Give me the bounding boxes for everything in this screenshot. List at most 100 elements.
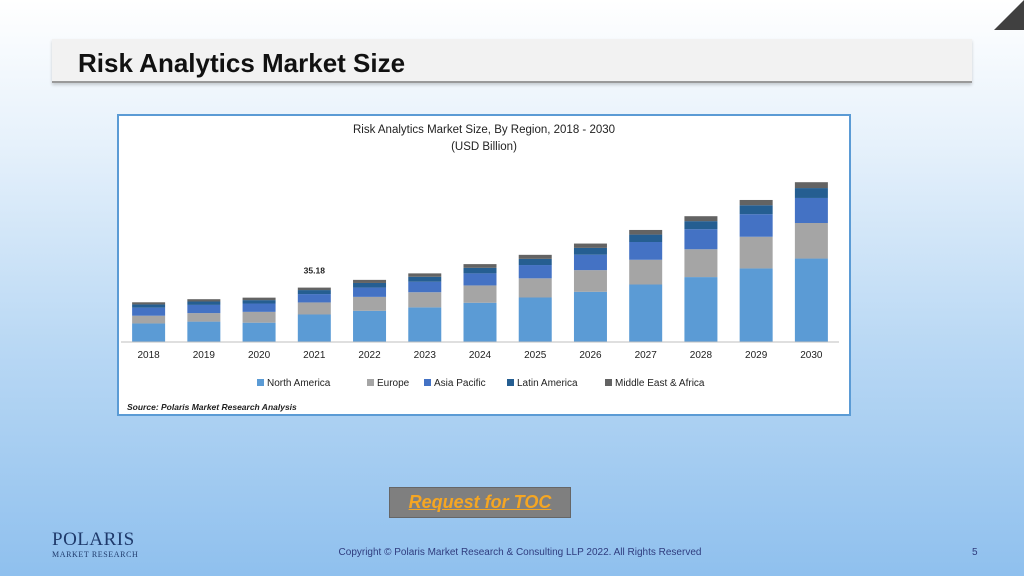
bar-2018-middle-east-africa [132,302,166,305]
bar-2018-north-america [132,323,166,342]
legend-swatch-latin-america [507,379,514,386]
bar-2019-europe [187,313,221,322]
bar-2023-asia-pacific [408,281,442,293]
bar-2024-europe [463,285,497,303]
bar-2022-europe [353,296,387,311]
x-tick-label-2018: 2018 [137,350,160,361]
bar-2025-europe [518,278,552,298]
bar-2024-north-america [463,302,497,342]
stacked-bar-chart: Risk Analytics Market Size, By Region, 2… [121,124,839,412]
bar-2020-asia-pacific [242,303,276,312]
bar-2027-north-america [629,284,663,342]
page-number: 5 [972,547,978,558]
bar-2023-middle-east-africa [408,273,442,277]
bar-2022-middle-east-africa [353,279,387,283]
bar-2028-north-america [684,277,718,342]
bar-2026-north-america [573,291,607,342]
bar-2018-latin-america [132,304,166,308]
x-tick-label-2029: 2029 [745,350,768,361]
bar-2028-asia-pacific [684,229,718,250]
legend-label-latin-america: Latin America [517,378,578,389]
bar-2027-asia-pacific [629,242,663,260]
bar-2022-latin-america [353,282,387,288]
bar-2023-north-america [408,307,442,342]
chart-title: Risk Analytics Market Size, By Region, 2… [353,124,615,136]
bar-2020-europe [242,311,276,323]
bar-2026-asia-pacific [573,254,607,271]
bar-2027-europe [629,259,663,285]
bar-2029-europe [739,236,773,269]
bar-2023-europe [408,292,442,308]
page-title: Risk Analytics Market Size [78,48,406,78]
bar-2023-latin-america [408,276,442,282]
corner-triangle-decoration [994,0,1024,30]
bar-2025-asia-pacific [518,265,552,279]
bar-2020-north-america [242,322,276,342]
bar-2019-asia-pacific [187,304,221,314]
bar-2021-latin-america [297,290,331,295]
bar-2029-middle-east-africa [739,199,773,206]
bar-2029-asia-pacific [739,214,773,237]
legend-label-middle-east-africa: Middle East & Africa [615,378,705,389]
x-tick-label-2019: 2019 [193,350,216,361]
bar-2025-latin-america [518,258,552,266]
bar-2020-latin-america [242,300,276,304]
bar-2019-middle-east-africa [187,299,221,302]
bar-2021-europe [297,302,331,315]
bar-2026-europe [573,270,607,292]
bar-2018-europe [132,315,166,324]
x-tick-label-2030: 2030 [800,350,823,361]
x-tick-label-2028: 2028 [690,350,713,361]
bar-2020-middle-east-africa [242,297,276,301]
x-tick-label-2021: 2021 [303,350,326,361]
bar-2028-middle-east-africa [684,216,718,222]
logo-subtitle: MARKET RESEARCH [52,550,139,559]
bar-2030-europe [794,223,828,259]
bar-2018-asia-pacific [132,307,166,316]
chart-subtitle: (USD Billion) [451,141,517,153]
bar-2019-latin-america [187,301,221,305]
polaris-logo: POLARIS MARKET RESEARCH [52,529,172,560]
bar-2026-latin-america [573,247,607,255]
x-tick-label-2020: 2020 [248,350,271,361]
bar-2026-middle-east-africa [573,243,607,248]
bar-2022-north-america [353,310,387,342]
bar-2030-north-america [794,258,828,342]
bar-2030-latin-america [794,188,828,198]
chart-source: Source: Polaris Market Research Analysis [127,402,297,412]
bar-2021-middle-east-africa [297,287,331,291]
bar-2028-europe [684,249,718,278]
bar-2025-middle-east-africa [518,254,552,259]
x-tick-label-2024: 2024 [469,350,492,361]
bar-2028-latin-america [684,221,718,230]
bar-2022-asia-pacific [353,287,387,297]
bar-2027-middle-east-africa [629,229,663,235]
bar-2024-middle-east-africa [463,264,497,268]
legend-swatch-asia-pacific [424,379,431,386]
bar-2030-middle-east-africa [794,182,828,189]
bar-2030-asia-pacific [794,197,828,223]
bar-2025-north-america [518,297,552,342]
x-tick-label-2023: 2023 [414,350,437,361]
bar-2027-latin-america [629,234,663,243]
bar-2029-latin-america [739,205,773,215]
x-tick-label-2026: 2026 [579,350,602,361]
legend-label-north-america: North America [267,378,331,389]
data-label-annotation: 35.18 [304,266,326,276]
bar-2029-north-america [739,268,773,342]
logo-brand: POLARIS [52,529,135,550]
x-tick-label-2027: 2027 [635,350,658,361]
copyright-text: Copyright © Polaris Market Research & Co… [338,547,702,558]
legend-label-europe: Europe [377,378,410,389]
bar-2024-latin-america [463,267,497,274]
legend-label-asia-pacific: Asia Pacific [434,378,486,389]
x-tick-label-2022: 2022 [358,350,381,361]
legend-swatch-middle-east-africa [605,379,612,386]
request-toc-button[interactable]: Request for TOC [389,487,571,518]
title-bar: Risk Analytics Market Size [52,39,972,83]
legend-swatch-north-america [257,379,264,386]
chart-frame: Risk Analytics Market Size, By Region, 2… [117,114,851,416]
bar-2024-asia-pacific [463,273,497,286]
bar-2021-asia-pacific [297,294,331,303]
bar-2019-north-america [187,321,221,342]
